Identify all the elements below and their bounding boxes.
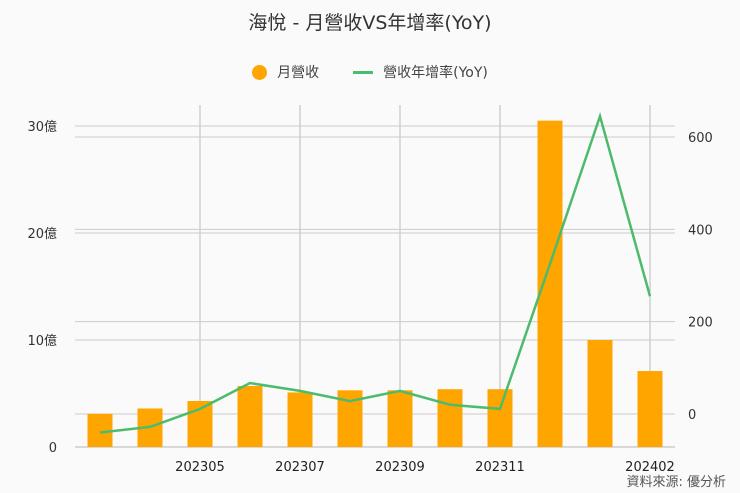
- left-axis-tick: 20億: [27, 226, 57, 242]
- source-note: 資料來源: 優分析: [626, 475, 726, 490]
- chart-title: 海悅 - 月營收VS年增率(YoY): [248, 12, 492, 34]
- left-axis-tick: 0: [49, 441, 57, 456]
- legend-dot-icon: [252, 64, 268, 80]
- right-axis-tick: 200: [688, 316, 713, 331]
- revenue-bar[interactable]: [237, 386, 263, 447]
- right-axis-tick: 600: [688, 131, 713, 146]
- revenue-bar[interactable]: [637, 371, 663, 447]
- legend-label-revenue: 月營收: [277, 65, 320, 81]
- legend-label-yoy: 營收年增率(YoY): [383, 65, 488, 81]
- x-tick-label: 202311: [475, 460, 525, 475]
- right-axis-tick: 400: [688, 223, 713, 238]
- legend-line-icon: [353, 70, 374, 74]
- revenue-bar[interactable]: [387, 390, 413, 447]
- x-tick-label: 202307: [275, 460, 325, 475]
- legend-item-yoy[interactable]: 營收年增率(YoY): [353, 62, 488, 82]
- revenue-bar[interactable]: [537, 120, 563, 448]
- revenue-bar[interactable]: [587, 340, 613, 447]
- x-tick-label: 202309: [375, 460, 425, 475]
- legend-item-revenue[interactable]: 月營收: [252, 62, 319, 82]
- x-tick-label: 202402: [625, 460, 675, 475]
- left-axis-tick: 30億: [27, 119, 57, 135]
- revenue-bar[interactable]: [437, 389, 463, 447]
- legend: 月營收 營收年增率(YoY): [0, 62, 740, 82]
- left-axis-tick: 10億: [27, 333, 57, 349]
- right-axis-tick: 0: [688, 408, 696, 423]
- x-tick-label: 202305: [175, 460, 225, 475]
- revenue-bar[interactable]: [287, 392, 313, 447]
- revenue-bar[interactable]: [487, 389, 513, 447]
- yoy-line[interactable]: [99, 111, 652, 434]
